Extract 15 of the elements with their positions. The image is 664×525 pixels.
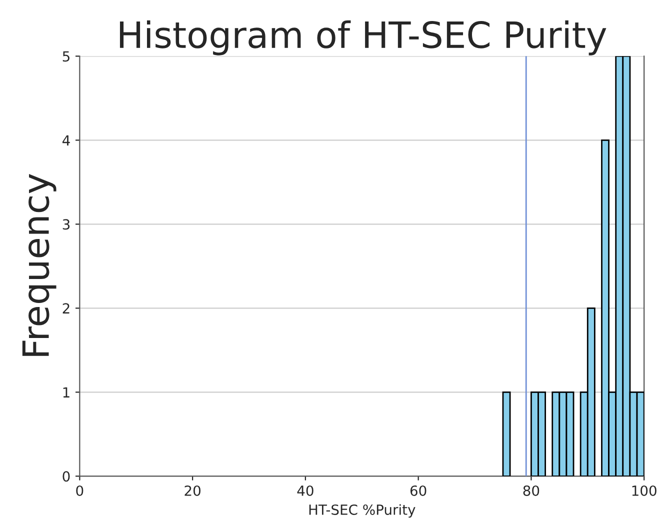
y-tick-label: 3 <box>62 219 70 230</box>
y-tick-label: 0 <box>62 471 70 482</box>
x-tick-label: 60 <box>410 485 426 496</box>
x-tick-label: 20 <box>184 485 200 496</box>
y-tick-label: 5 <box>62 51 70 62</box>
x-tick-label: 100 <box>632 485 656 496</box>
x-tick-label: 40 <box>297 485 314 496</box>
x-axis-title: HT-SEC %Purity <box>309 504 416 518</box>
chart-title: Histogram of HT-SEC Purity <box>120 20 606 56</box>
y-tick-label: 4 <box>62 135 70 146</box>
y-tick-label: 2 <box>62 303 70 314</box>
y-tick-label: 1 <box>63 387 70 398</box>
x-tick-label: 0 <box>76 485 84 496</box>
y-axis-title: Frequency <box>22 174 56 356</box>
x-tick-label: 80 <box>523 485 540 496</box>
